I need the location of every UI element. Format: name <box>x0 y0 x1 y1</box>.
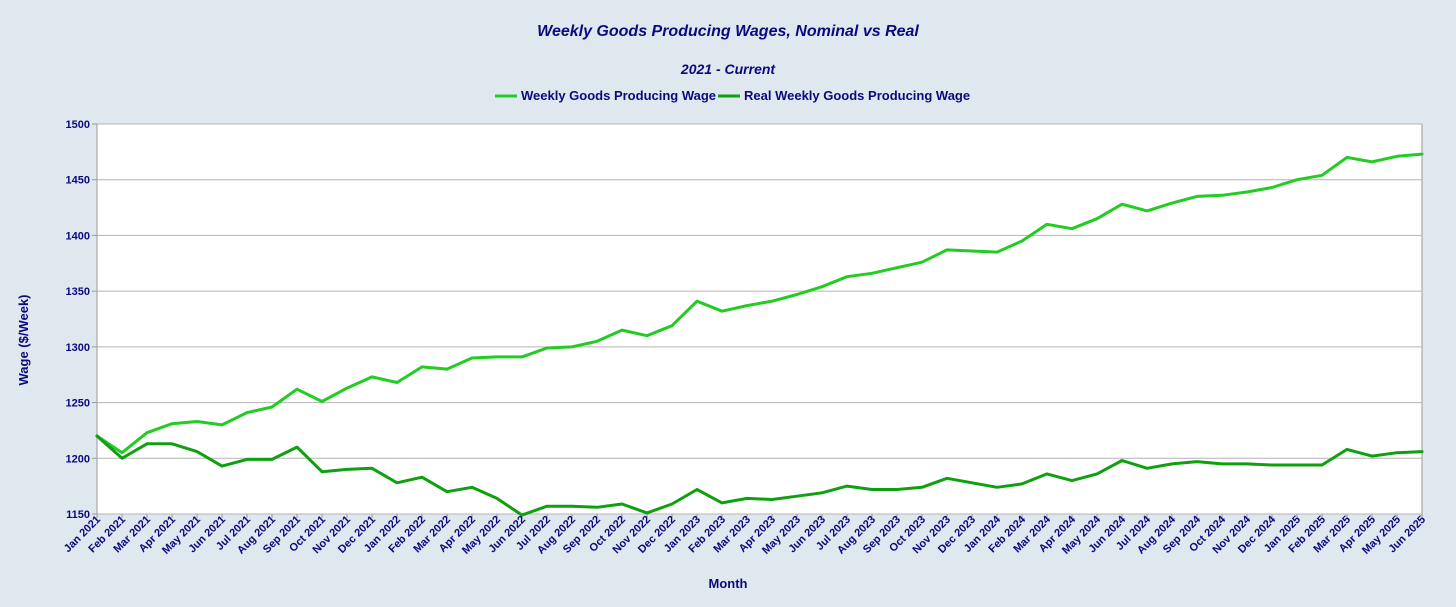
y-tick-label-1400: 1400 <box>66 230 90 242</box>
legend: Weekly Goods Producing Wage Real Weekly … <box>495 88 970 103</box>
series-lines <box>95 152 1424 517</box>
chart-title: Weekly Goods Producing Wages, Nominal vs… <box>537 23 919 40</box>
y-axis-ticks: 1150 1200 1250 1300 1350 1400 1450 1500 <box>66 119 97 521</box>
series-line-real <box>95 434 1424 517</box>
y-tick-label-1350: 1350 <box>66 286 90 298</box>
y-tick-label-1450: 1450 <box>66 175 90 187</box>
series-line-nominal <box>95 152 1424 455</box>
legend-label-real: Real Weekly Goods Producing Wage <box>744 88 970 103</box>
legend-label-nominal: Weekly Goods Producing Wage <box>521 88 716 103</box>
y-tick-label-1500: 1500 <box>66 119 90 131</box>
y-tick-label-1150: 1150 <box>66 509 90 521</box>
y-tick-label-1200: 1200 <box>66 453 90 465</box>
gridlines <box>97 123 1422 515</box>
x-axis-label: Month <box>709 576 748 591</box>
chart-subtitle: 2021 - Current <box>680 61 776 77</box>
y-axis-label: Wage ($/Week) <box>16 294 31 385</box>
y-tick-label-1250: 1250 <box>66 398 90 410</box>
y-tick-label-1300: 1300 <box>66 342 90 354</box>
plot-area <box>96 123 1423 515</box>
